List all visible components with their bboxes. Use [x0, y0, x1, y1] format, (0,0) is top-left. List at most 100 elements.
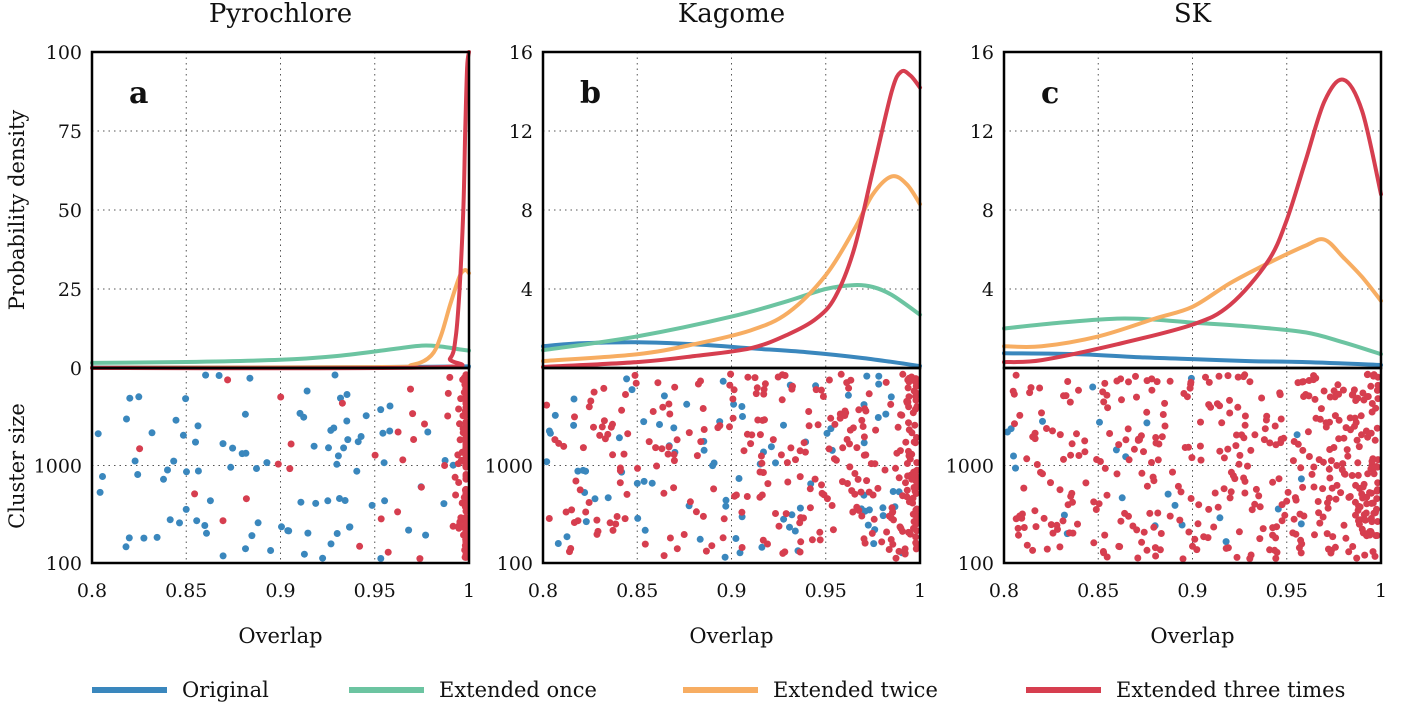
scatter-point-extended-three-times	[1355, 517, 1362, 525]
scatter-point-extended-three-times	[1115, 441, 1123, 449]
scatter-point-extended-three-times	[1360, 511, 1368, 519]
scatter-point-extended-three-times	[1031, 429, 1039, 437]
scatter-point-extended-three-times	[1335, 390, 1343, 398]
scatter-point-extended-three-times	[1224, 445, 1232, 453]
scatter-point-original	[229, 444, 237, 452]
scatter-point-original	[160, 475, 167, 483]
scatter-point-extended-three-times	[892, 554, 900, 562]
scatter-point-extended-three-times	[1103, 491, 1111, 499]
scatter-point-extended-three-times	[654, 379, 662, 387]
scatter-point-extended-three-times	[1169, 468, 1176, 476]
scatter-point-extended-three-times	[756, 431, 764, 439]
panel-title: Pyrochlore	[209, 0, 352, 29]
scatter-point-extended-three-times	[394, 428, 402, 436]
scatter-point-original	[879, 504, 887, 512]
scatter-point-extended-three-times	[1233, 553, 1241, 561]
scatter-point-extended-three-times	[601, 435, 609, 443]
scatter-point-extended-three-times	[912, 405, 919, 413]
scatter-point-extended-three-times	[1227, 488, 1235, 496]
scatter-point-extended-three-times	[1368, 518, 1376, 526]
scatter-point-extended-three-times	[1151, 544, 1159, 552]
scatter-point-extended-three-times	[860, 451, 868, 459]
scatter-point-extended-three-times	[825, 445, 833, 453]
scatter-point-extended-three-times	[806, 504, 814, 512]
scatter-point-original	[767, 443, 775, 451]
scatter-point-original	[882, 410, 890, 418]
scatter-point-original	[263, 459, 271, 467]
panel-c: SK c 4 8 12 16 1000 100 0.8 0.85 0.9 0.95 1 Overlap	[946, 0, 1387, 648]
scatter-point-extended-three-times	[1056, 486, 1064, 494]
scatter-point-extended-three-times	[1113, 470, 1121, 478]
scatter-point-extended-three-times	[455, 405, 463, 413]
scatter-point-extended-three-times	[1066, 398, 1074, 406]
scatter-point-original	[96, 488, 104, 496]
scatter-point-extended-three-times	[1125, 378, 1132, 386]
scatter-y-tick-label: 100	[46, 553, 82, 575]
scatter-point-extended-three-times	[461, 412, 469, 420]
scatter-point-extended-three-times	[1371, 464, 1379, 472]
scatter-point-extended-three-times	[1060, 455, 1067, 463]
legend-label: Extended three times	[1116, 678, 1345, 702]
scatter-point-extended-three-times	[1073, 430, 1080, 438]
scatter-point-extended-three-times	[1269, 478, 1277, 486]
scatter-point-extended-three-times	[1294, 440, 1302, 448]
scatter-point-extended-three-times	[1081, 437, 1089, 445]
scatter-point-original	[278, 523, 285, 531]
scatter-point-original	[202, 371, 210, 379]
scatter-point-extended-three-times	[1352, 419, 1360, 426]
scatter-point-extended-three-times	[1197, 456, 1205, 464]
scatter-point-extended-three-times	[730, 386, 738, 394]
scatter-point-extended-three-times	[1158, 433, 1166, 441]
scatter-point-extended-three-times	[562, 508, 570, 516]
scatter-point-extended-three-times	[758, 459, 766, 467]
scatter-point-extended-three-times	[1373, 495, 1381, 503]
scatter-point-original	[201, 522, 209, 529]
scatter-point-extended-three-times	[1031, 507, 1039, 515]
x-tick-label: 0.95	[805, 580, 847, 602]
scatter-point-extended-three-times	[1354, 471, 1362, 479]
scatter-point-original	[381, 497, 389, 505]
x-tick-label: 0.9	[716, 580, 746, 602]
scatter-point-original	[215, 372, 223, 379]
scatter-point-original	[368, 501, 376, 509]
scatter-point-original	[386, 427, 394, 435]
scatter-point-extended-three-times	[1332, 495, 1340, 503]
scatter-point-extended-three-times	[421, 420, 428, 428]
scatter-point-extended-three-times	[860, 535, 868, 543]
scatter-point-extended-three-times	[912, 545, 920, 553]
scatter-point-original	[1216, 514, 1224, 522]
scatter-point-extended-three-times	[1327, 457, 1335, 465]
scatter-point-extended-three-times	[1101, 379, 1109, 387]
scatter-point-extended-three-times	[1289, 457, 1297, 465]
scatter-point-original	[863, 372, 871, 380]
scatter-point-extended-three-times	[885, 546, 893, 553]
scatter-point-original	[615, 434, 623, 442]
scatter-point-extended-three-times	[1031, 435, 1039, 443]
scatter-point-extended-three-times	[782, 510, 790, 518]
scatter-point-extended-three-times	[338, 399, 346, 407]
series-line-extended-twice	[90, 267, 471, 370]
scatter-point-original	[379, 429, 387, 437]
scatter-point-original	[312, 499, 320, 507]
scatter-point-original	[219, 552, 227, 560]
scatter-point-original	[791, 527, 799, 535]
scatter-point-extended-three-times	[1331, 412, 1339, 420]
scatter-point-extended-three-times	[1174, 482, 1182, 490]
scatter-point-extended-three-times	[753, 384, 761, 392]
scatter-point-original	[570, 421, 578, 429]
scatter-point-extended-three-times	[1235, 528, 1243, 536]
scatter-point-original	[660, 392, 668, 400]
scatter-point-extended-three-times	[784, 478, 792, 486]
scatter-point-extended-three-times	[623, 490, 631, 498]
scatter-point-extended-three-times	[670, 457, 678, 465]
scatter-point-extended-three-times	[1252, 485, 1260, 493]
scatter-point-extended-three-times	[837, 370, 845, 378]
scatter-point-extended-three-times	[743, 493, 751, 500]
scatter-point-extended-three-times	[1352, 397, 1360, 404]
scatter-point-extended-three-times	[454, 460, 462, 468]
scatter-point-original	[336, 495, 343, 502]
scatter-point-extended-three-times	[576, 486, 584, 494]
scatter-point-original	[327, 540, 335, 548]
scatter-point-original	[670, 424, 678, 432]
scatter-point-original	[330, 424, 338, 432]
